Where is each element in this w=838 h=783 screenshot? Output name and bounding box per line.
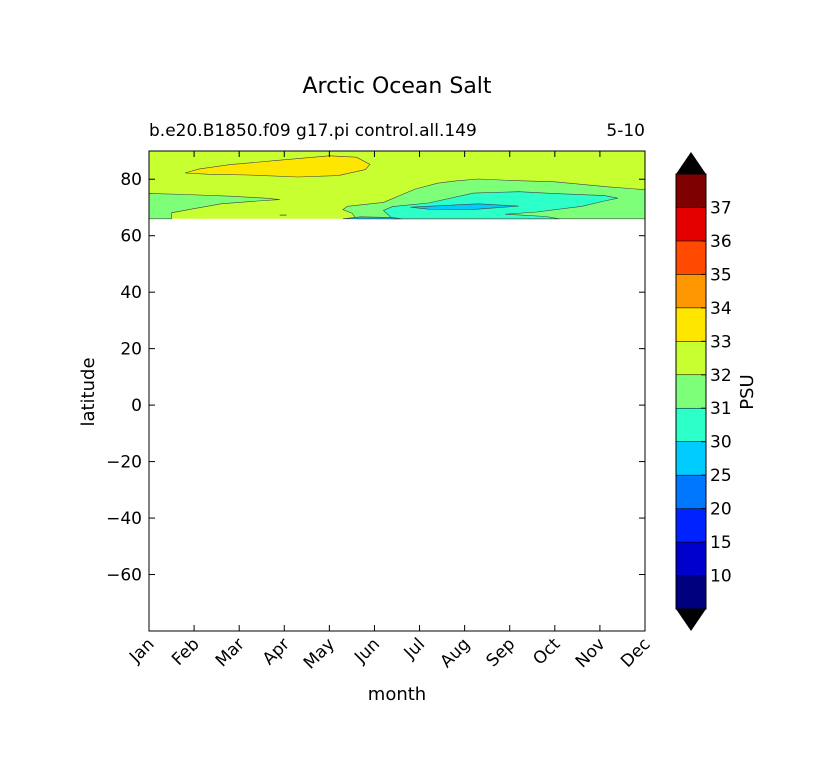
x-tick-label: Apr <box>259 634 294 669</box>
y-axis-label: latitude <box>78 357 99 426</box>
chart-title: Arctic Ocean Salt <box>302 74 492 99</box>
colorbar-cell <box>675 341 707 376</box>
colorbar-cell <box>675 307 707 342</box>
colorbar-cell <box>675 541 707 576</box>
region-31-32-west <box>149 193 280 220</box>
y-tick-label: 20 <box>120 340 142 360</box>
colorbar-label: PSU <box>737 374 758 409</box>
chart-subtitle-left: b.e20.B1850.f09 g17.pi control.all.149 <box>149 121 477 141</box>
y-tick-label: 40 <box>120 283 142 303</box>
y-tick-label: 80 <box>120 170 142 190</box>
colorbar-cell <box>675 240 707 275</box>
y-tick-label: −40 <box>106 509 142 529</box>
x-tick-label: Nov <box>572 634 610 672</box>
colorbar-extend-max <box>676 152 706 174</box>
x-tick-label: Aug <box>437 634 475 672</box>
colorbar-tick-label: 32 <box>710 366 732 386</box>
region-33-34 <box>185 155 371 178</box>
x-tick-label: May <box>300 634 339 673</box>
colorbar-tick-label: 34 <box>710 299 732 319</box>
y-tick-label: −20 <box>106 453 142 473</box>
chart-subtitle-right: 5-10 <box>606 121 645 141</box>
colorbar-tick-label: 35 <box>710 265 732 285</box>
colorbar-tick-label: 10 <box>710 567 732 587</box>
y-tick-label: 0 <box>131 396 142 416</box>
colorbar-tick-label: 33 <box>710 332 732 352</box>
x-tick-label: Mar <box>212 634 249 671</box>
colorbar-tick-label: 15 <box>710 533 732 553</box>
region-25-30 <box>410 203 519 210</box>
x-axis-label: month <box>368 684 426 705</box>
y-tick-label: 60 <box>120 227 142 247</box>
x-tick-label: Oct <box>529 634 564 669</box>
colorbar-tick-label: 20 <box>710 500 732 520</box>
plot-frame <box>148 150 646 632</box>
colorbar-tick-label: 25 <box>710 466 732 486</box>
colorbar-tick-label: 31 <box>710 399 732 419</box>
y-tick-label: −60 <box>106 566 142 586</box>
x-tick-label: Sep <box>482 634 519 671</box>
x-axis: Jan Feb Mar Apr May Jun Jul Aug Sep Oct Nov Dec <box>125 151 655 673</box>
colorbar-cell <box>675 474 707 509</box>
x-tick-label: Feb <box>168 634 203 669</box>
x-tick-label: Dec <box>617 634 654 671</box>
colorbar-cell <box>675 575 707 610</box>
colorbar-cell <box>675 407 707 442</box>
colorbar-cell <box>675 274 707 309</box>
colorbar-cell <box>675 207 707 242</box>
colorbar-tick-label: 37 <box>710 198 732 218</box>
colorbar-tick-label: 30 <box>710 433 732 453</box>
colorbar: 10 15 20 25 30 31 32 33 34 35 36 37 <box>675 152 732 631</box>
colorbar-frame <box>675 173 707 610</box>
x-tick-label: Jul <box>400 634 429 663</box>
colorbar-cell <box>675 173 707 208</box>
x-tick-label: Jun <box>350 634 384 668</box>
contour-field <box>149 151 645 220</box>
colorbar-cell <box>675 374 707 409</box>
colorbar-tick-label: 36 <box>710 232 732 252</box>
colorbar-cell <box>675 508 707 543</box>
colorbar-cell <box>675 441 707 476</box>
x-tick-label: Jan <box>125 634 158 667</box>
region-25-30-south <box>342 216 402 220</box>
y-axis: 80 60 40 20 0 −20 −40 −60 <box>106 170 645 586</box>
colorbar-extend-min <box>676 609 706 631</box>
